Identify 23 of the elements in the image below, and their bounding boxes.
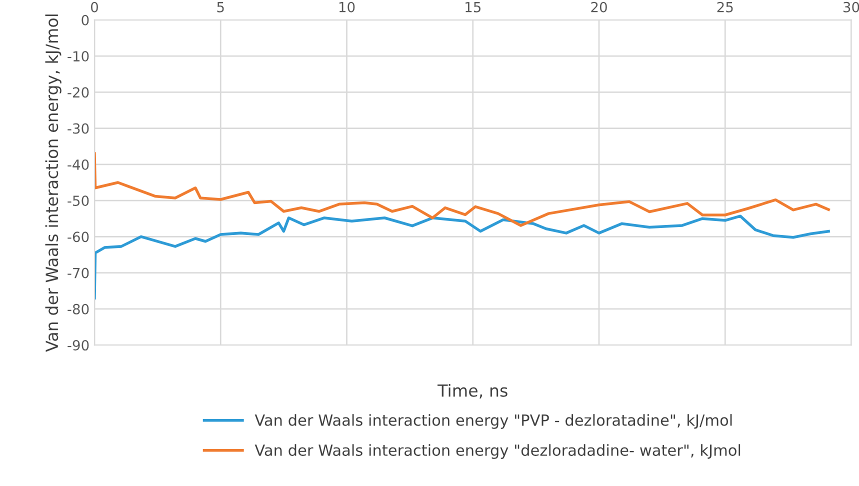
y-tick-label: -50 bbox=[68, 196, 89, 206]
line-series bbox=[94, 152, 830, 227]
x-tick-label: 25 bbox=[717, 2, 733, 12]
y-tick-label: -20 bbox=[68, 87, 89, 98]
x-axis-title: Time, ns bbox=[438, 384, 508, 399]
y-tick-label: -40 bbox=[68, 159, 89, 170]
y-tick-label: -90 bbox=[68, 340, 89, 351]
legend-label: Van der Waals interaction energy "PVP - dezloratadine", kJ/mol bbox=[254, 414, 732, 429]
x-tick-label: 0 bbox=[90, 2, 98, 12]
y-tick-label: -30 bbox=[68, 123, 89, 134]
legend-label: Van der Waals interaction energy "dezloradadine- water", kJmol bbox=[254, 444, 740, 459]
y-tick-label: -10 bbox=[68, 51, 89, 62]
x-tick-label: 20 bbox=[591, 2, 607, 12]
y-axis-title: Van der Waals interaction energy, kJ/mol bbox=[45, 14, 62, 352]
x-tick-label: 10 bbox=[339, 2, 355, 12]
x-tick-label: 5 bbox=[217, 2, 224, 12]
y-tick-label: -70 bbox=[68, 268, 89, 278]
y-tick-label: -60 bbox=[68, 232, 89, 242]
x-tick-label: 30 bbox=[843, 2, 859, 12]
x-tick-label: 15 bbox=[466, 2, 481, 12]
y-tick-label: 0 bbox=[82, 14, 89, 26]
line-series bbox=[94, 214, 830, 300]
y-tick-label: -80 bbox=[68, 304, 89, 314]
